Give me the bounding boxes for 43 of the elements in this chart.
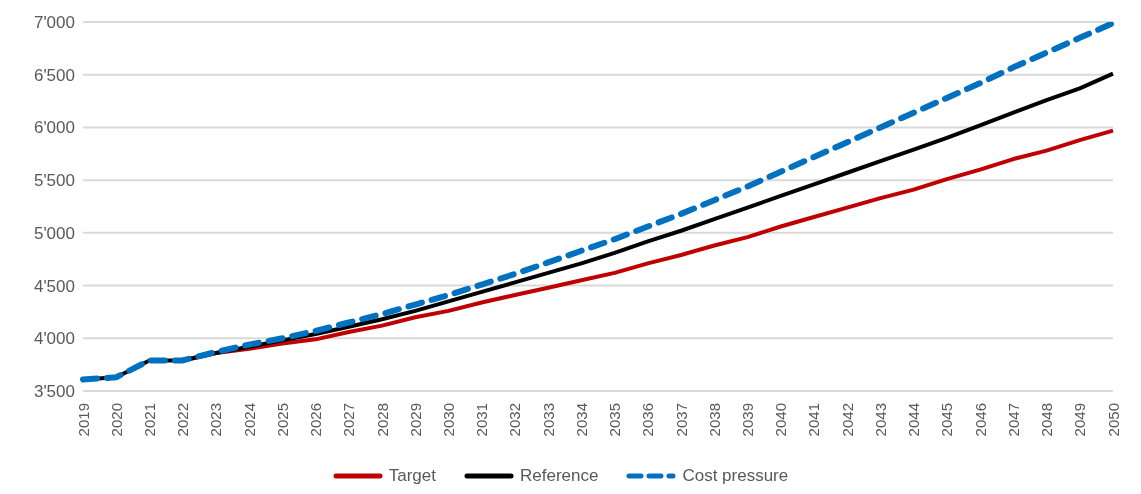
x-tick-label: 2041	[805, 403, 823, 437]
x-tick-label: 2034	[572, 403, 590, 437]
y-tick-label: 7'000	[33, 13, 75, 33]
x-tick-label: 2029	[406, 403, 424, 437]
x-tick-label: 2043	[871, 403, 889, 437]
y-tick-label: 5'000	[33, 223, 75, 243]
x-tick-label: 2037	[672, 403, 690, 437]
x-tick-label: 2032	[506, 403, 524, 437]
x-tick-label: 2047	[1004, 403, 1022, 437]
x-tick-label: 2046	[971, 403, 989, 437]
x-tick-label: 2025	[273, 403, 291, 437]
x-tick-label: 2030	[439, 403, 457, 437]
x-tick-label: 2039	[739, 403, 757, 437]
y-tick-label: 6'000	[33, 118, 75, 138]
y-tick-label: 5'500	[33, 171, 75, 191]
y-tick-label: 4'000	[33, 329, 75, 349]
x-tick-label: 2022	[174, 403, 192, 437]
x-tick-label: 2040	[772, 403, 790, 437]
x-tick-label: 2038	[705, 403, 723, 437]
x-tick-label: 2050	[1104, 403, 1122, 437]
y-tick-label: 3'500	[33, 382, 75, 402]
x-tick-label: 2042	[838, 403, 856, 437]
x-tick-label: 2028	[373, 403, 391, 437]
x-tick-label: 2048	[1038, 403, 1056, 437]
x-tick-label: 2027	[340, 403, 358, 437]
x-tick-label: 2036	[639, 403, 657, 437]
x-tick-label: 2024	[240, 403, 258, 437]
x-tick-label: 2021	[140, 403, 158, 437]
y-tick-label: 4'500	[33, 276, 75, 296]
x-tick-label: 2019	[74, 403, 92, 437]
legend-label: Reference	[519, 466, 599, 486]
y-tick-label: 6'500	[33, 65, 75, 85]
x-tick-label: 2023	[207, 403, 225, 437]
x-tick-label: 2031	[473, 403, 491, 437]
x-tick-label: 2044	[905, 403, 923, 437]
x-tick-label: 2020	[107, 403, 125, 437]
x-tick-label: 2035	[606, 403, 624, 437]
legend-label: Cost pressure	[682, 466, 789, 486]
x-tick-label: 2026	[307, 403, 325, 437]
x-tick-label: 2033	[539, 403, 557, 437]
legend-label: Target	[388, 466, 436, 486]
x-tick-label: 2049	[1071, 403, 1089, 437]
x-tick-label: 2045	[938, 403, 956, 437]
